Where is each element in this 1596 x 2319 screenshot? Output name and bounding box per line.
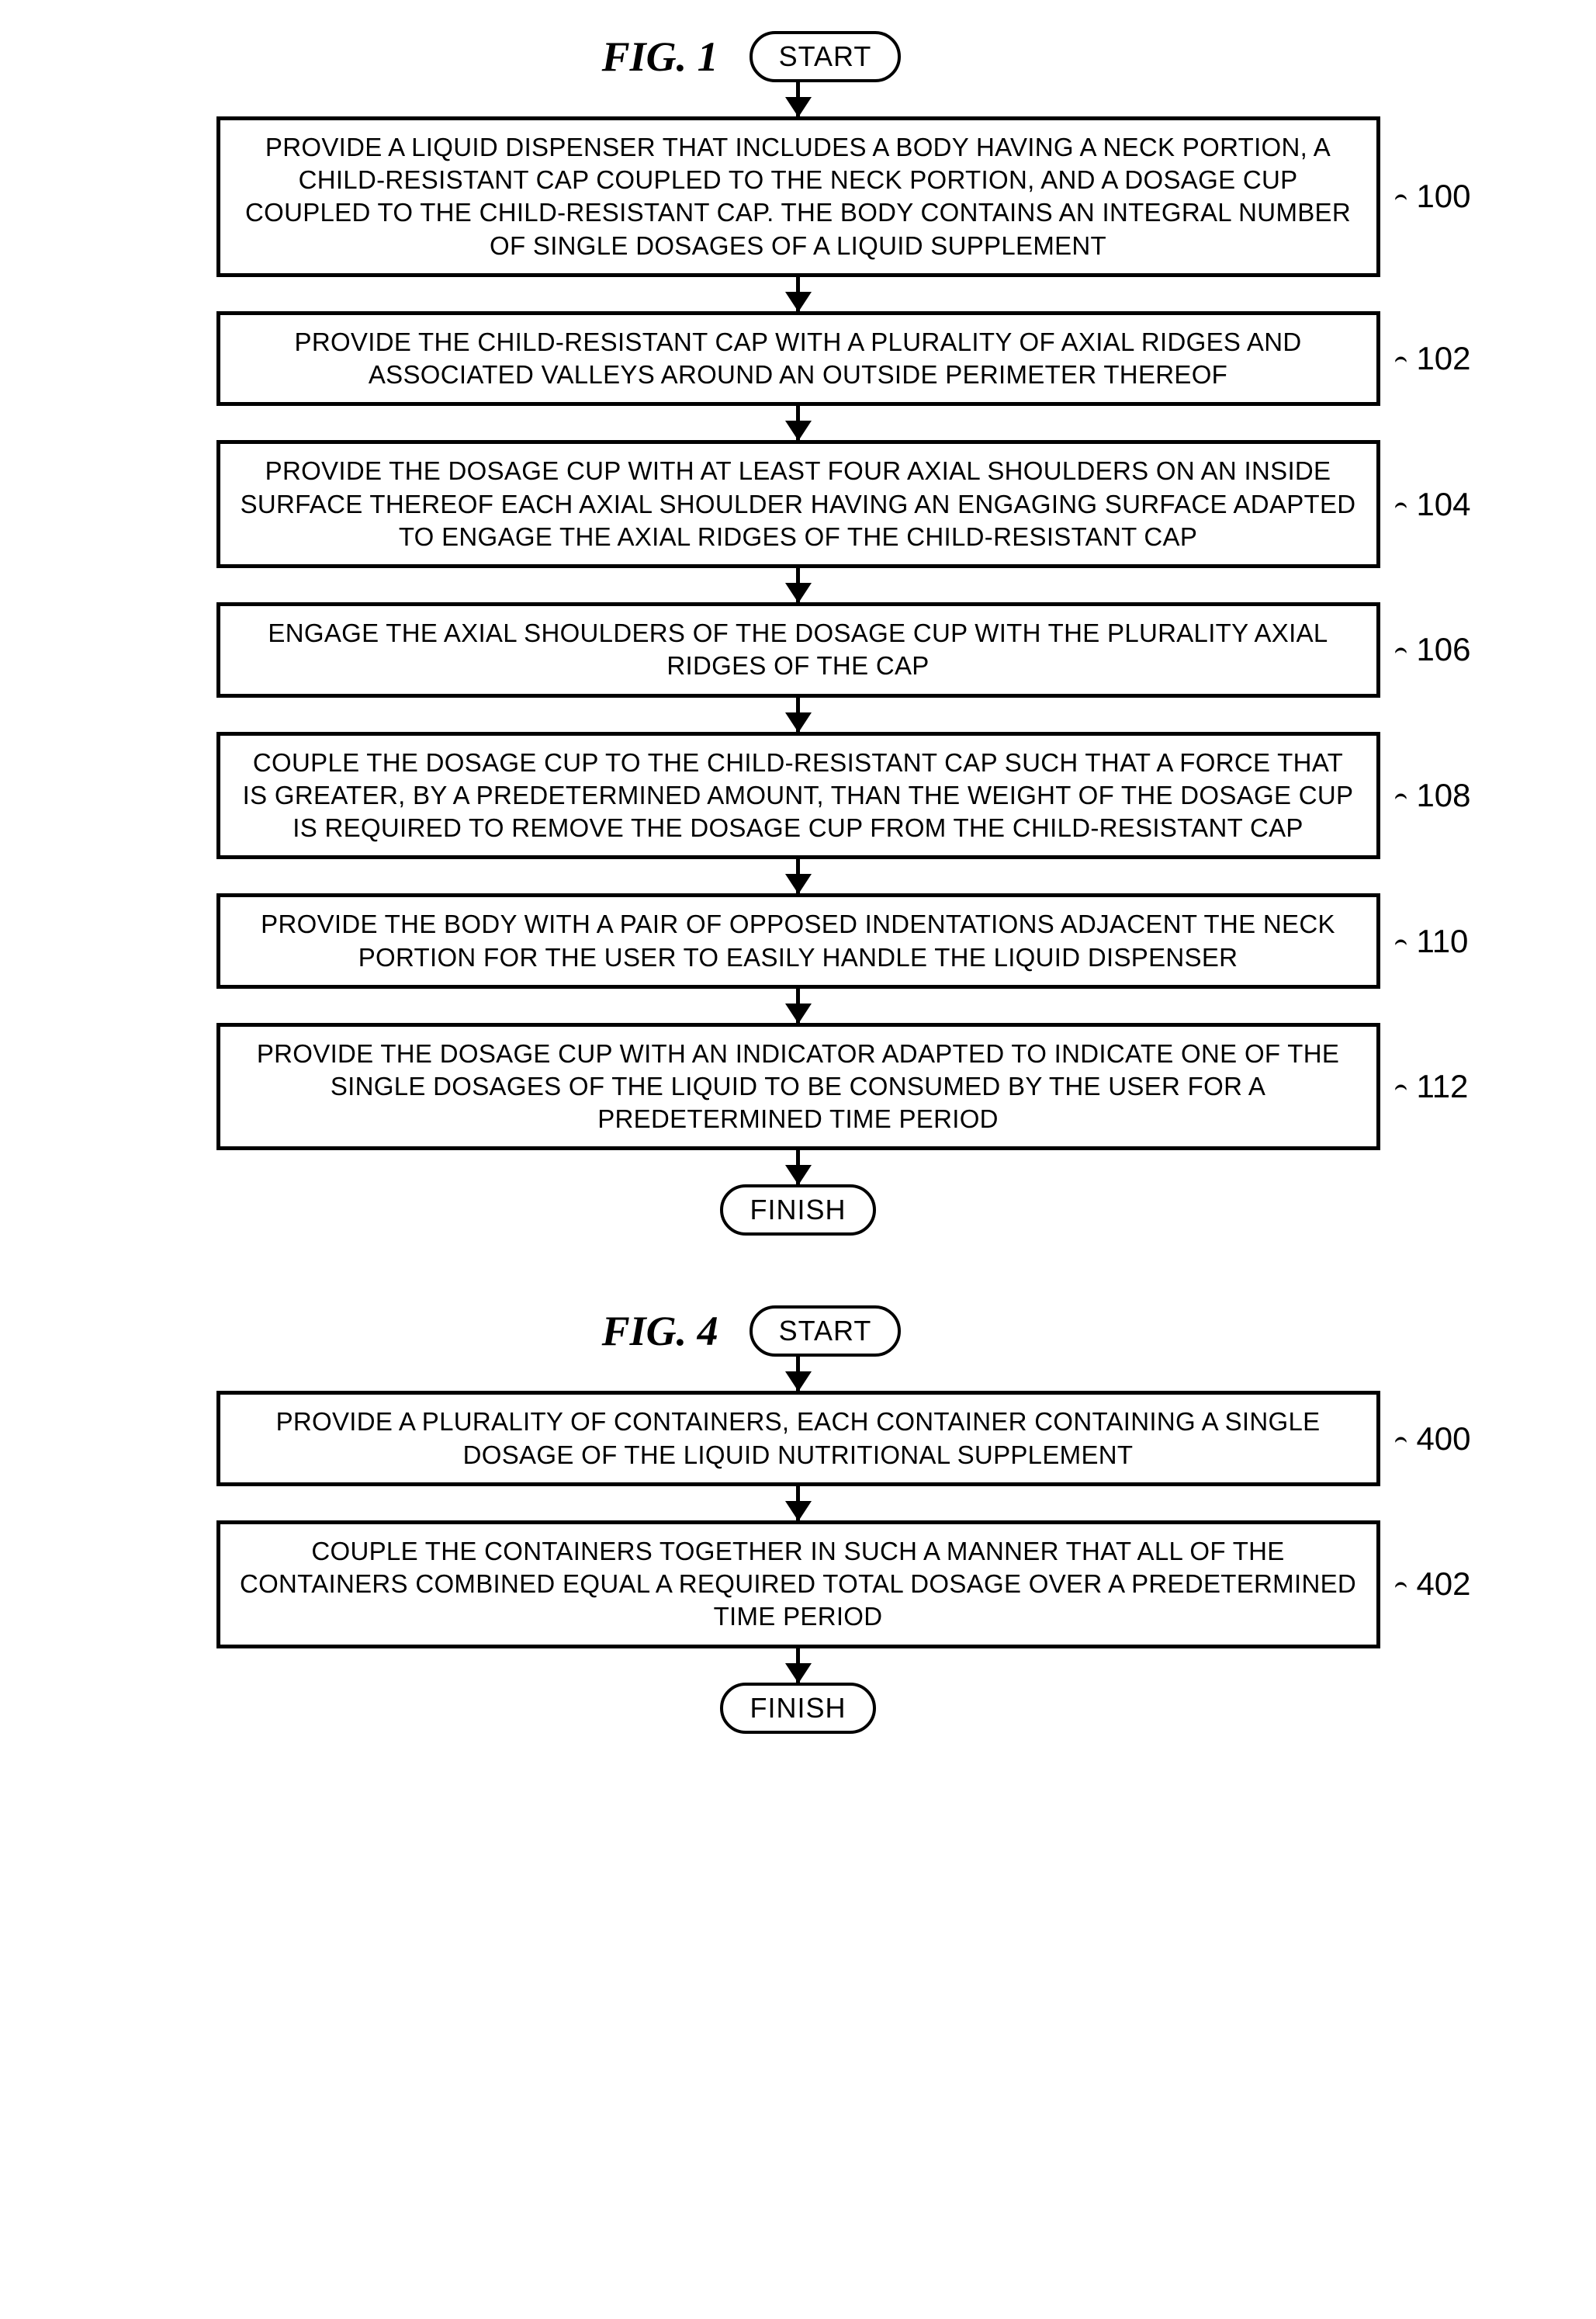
fig4-title: FIG. 4 xyxy=(602,1307,718,1355)
step-id: ⌢106 xyxy=(1390,631,1471,668)
step-id: ⌢102 xyxy=(1390,340,1471,377)
flowchart-fig1: FIG. 1 START PROVIDE A LIQUID DISPENSER … xyxy=(139,31,1458,1236)
step-id: ⌢108 xyxy=(1390,777,1471,814)
step-400: PROVIDE A PLURALITY OF CONTAINERS, EACH … xyxy=(100,1391,1497,1485)
step-box: COUPLE THE CONTAINERS TOGETHER IN SUCH A… xyxy=(216,1520,1380,1648)
arrow xyxy=(100,989,1497,1023)
fig4-start: START xyxy=(750,1305,902,1357)
step-id: ⌢400 xyxy=(1390,1420,1471,1458)
step-id: ⌢402 xyxy=(1390,1565,1471,1603)
arrow xyxy=(100,698,1497,732)
arrow xyxy=(100,1486,1497,1520)
step-box: COUPLE THE DOSAGE CUP TO THE CHILD-RESIS… xyxy=(216,732,1380,860)
step-box: PROVIDE THE BODY WITH A PAIR OF OPPOSED … xyxy=(216,893,1380,988)
step-102: PROVIDE THE CHILD-RESISTANT CAP WITH A P… xyxy=(100,311,1497,406)
step-id: ⌢100 xyxy=(1390,178,1471,215)
step-106: ENGAGE THE AXIAL SHOULDERS OF THE DOSAGE… xyxy=(100,602,1497,697)
flowchart-fig4: FIG. 4 START PROVIDE A PLURALITY OF CONT… xyxy=(139,1305,1458,1733)
step-402: COUPLE THE CONTAINERS TOGETHER IN SUCH A… xyxy=(100,1520,1497,1648)
step-110: PROVIDE THE BODY WITH A PAIR OF OPPOSED … xyxy=(100,893,1497,988)
arrow xyxy=(100,568,1497,602)
fig1-finish: FINISH xyxy=(720,1184,875,1236)
step-id: ⌢112 xyxy=(1390,1068,1469,1105)
fig4-header: FIG. 4 START xyxy=(602,1305,902,1357)
arrow xyxy=(100,1357,1497,1391)
step-104: PROVIDE THE DOSAGE CUP WITH AT LEAST FOU… xyxy=(100,440,1497,568)
step-108: COUPLE THE DOSAGE CUP TO THE CHILD-RESIS… xyxy=(100,732,1497,860)
arrow xyxy=(100,1648,1497,1683)
fig4-finish: FINISH xyxy=(720,1683,875,1734)
arrow xyxy=(100,82,1497,116)
step-box: PROVIDE A LIQUID DISPENSER THAT INCLUDES… xyxy=(216,116,1380,277)
arrow xyxy=(100,277,1497,311)
fig1-header: FIG. 1 START xyxy=(602,31,902,82)
step-id: ⌢110 xyxy=(1390,923,1469,960)
step-id: ⌢104 xyxy=(1390,486,1471,523)
step-box: ENGAGE THE AXIAL SHOULDERS OF THE DOSAGE… xyxy=(216,602,1380,697)
step-112: PROVIDE THE DOSAGE CUP WITH AN INDICATOR… xyxy=(100,1023,1497,1151)
step-100: PROVIDE A LIQUID DISPENSER THAT INCLUDES… xyxy=(100,116,1497,277)
arrow xyxy=(100,1150,1497,1184)
arrow xyxy=(100,406,1497,440)
step-box: PROVIDE THE CHILD-RESISTANT CAP WITH A P… xyxy=(216,311,1380,406)
step-box: PROVIDE A PLURALITY OF CONTAINERS, EACH … xyxy=(216,1391,1380,1485)
fig1-title: FIG. 1 xyxy=(602,33,718,81)
step-box: PROVIDE THE DOSAGE CUP WITH AT LEAST FOU… xyxy=(216,440,1380,568)
arrow xyxy=(100,859,1497,893)
step-box: PROVIDE THE DOSAGE CUP WITH AN INDICATOR… xyxy=(216,1023,1380,1151)
fig1-start: START xyxy=(750,31,902,82)
